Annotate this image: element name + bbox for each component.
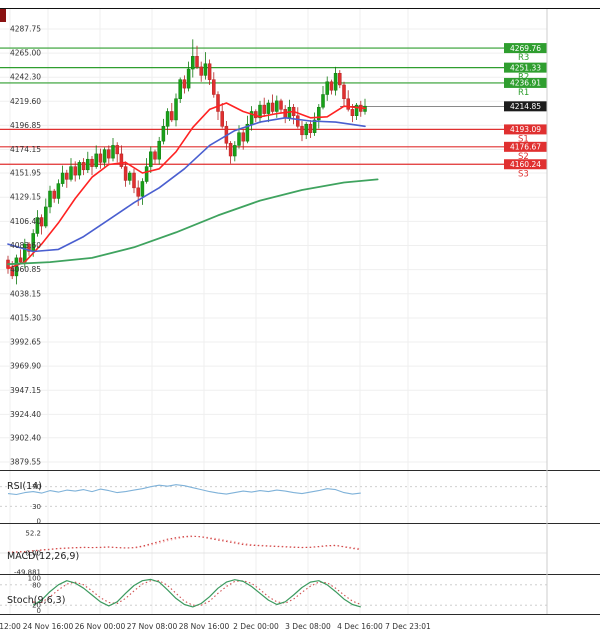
indicator-axis-label: 20 <box>32 602 41 610</box>
price-box <box>504 77 547 88</box>
indicator-axis-label: 80 <box>32 581 41 589</box>
macd-line <box>7 535 361 553</box>
price-box <box>504 62 547 73</box>
rsi-label: RSI(14) <box>7 481 42 492</box>
level-name: S1 <box>518 134 529 144</box>
y-axis-label: 4219.60 <box>10 97 41 106</box>
y-axis-label: 3902.40 <box>10 433 41 442</box>
time-label: 2 Dec 00:00 <box>233 622 279 631</box>
y-axis-label: 4174.15 <box>10 145 41 154</box>
stoch-d-line <box>33 580 362 606</box>
price-box-value: 4251.33 <box>510 63 541 72</box>
y-axis-label: 4083.60 <box>10 241 41 250</box>
indicator-axis-label: 52.2 <box>25 530 41 538</box>
y-axis-label: 4265.00 <box>10 49 41 58</box>
price-box <box>504 43 547 54</box>
stoch-k-line <box>32 578 361 608</box>
ma-fast <box>7 102 366 270</box>
price-box <box>504 141 547 152</box>
price-box <box>504 124 547 135</box>
level-name: S2 <box>518 152 529 162</box>
y-axis-label: 4129.15 <box>10 193 41 202</box>
y-axis-label: 4287.75 <box>10 25 41 34</box>
time-label: 24 Nov 16:00 <box>23 622 74 631</box>
price-box-value: 4160.24 <box>510 160 541 169</box>
top-left-accent <box>0 9 6 22</box>
time-label: 7 Dec 23:01 <box>385 622 431 631</box>
indicator-axis-label: -49.881 <box>14 569 41 577</box>
price-box-value: 4214.85 <box>510 102 541 111</box>
price-box-value: 4236.91 <box>510 79 541 88</box>
time-label: 27 Nov 08:00 <box>127 622 178 631</box>
y-axis-label: 3969.90 <box>10 362 41 371</box>
x-axis-labels: 12:00 24 Nov 16:00 26 Nov 00:00 27 Nov 08:0… <box>0 622 431 631</box>
macd-panel: 52.2 0.00 -49.881 <box>0 530 547 577</box>
ma-mid <box>7 117 366 253</box>
stoch-label: Stoch(9,6,3) <box>7 595 65 606</box>
y-axis-label: 4242.30 <box>10 73 41 82</box>
level-name: R2 <box>518 73 529 83</box>
time-label: 12:00 <box>0 622 21 631</box>
indicator-axis-label: 0 <box>37 518 41 526</box>
indicator-axis-label: 100 <box>28 575 41 583</box>
indicator-axis-label: 0.00 <box>25 550 41 558</box>
ma-slow <box>7 178 379 266</box>
time-label: 28 Nov 16:00 <box>179 622 230 631</box>
level-name: R1 <box>518 88 529 98</box>
y-axis-label: 4015.30 <box>10 314 41 323</box>
indicator-axis-label: 70 <box>32 483 41 491</box>
price-box-value: 4176.67 <box>510 143 541 152</box>
time-label: 26 Nov 00:00 <box>75 622 126 631</box>
time-label: 4 Dec 16:00 <box>337 622 383 631</box>
macd-label: MACD(12,26,9) <box>7 551 79 562</box>
y-axis-label: 4196.85 <box>10 121 41 130</box>
moving-average-lines <box>7 102 379 270</box>
level-name: S3 <box>518 169 529 179</box>
price-box-value: 4269.76 <box>510 44 541 53</box>
y-axis-label: 4151.95 <box>10 169 41 178</box>
indicator-axis-label: 30 <box>32 503 41 511</box>
price-box-value: 4193.09 <box>510 125 541 134</box>
level-lines <box>0 47 547 165</box>
time-label: 3 Dec 08:00 <box>285 622 331 631</box>
price-box <box>504 159 547 170</box>
frame <box>0 8 600 615</box>
y-axis-label: 3947.15 <box>10 386 41 395</box>
y-axis-label: 3924.40 <box>10 410 41 419</box>
price-box <box>504 101 547 112</box>
y-axis-label: 3879.55 <box>10 458 41 467</box>
y-axis-label: 4106.40 <box>10 217 41 226</box>
rsi-panel: 70 30 0 <box>0 483 547 526</box>
rsi-line <box>7 484 361 496</box>
level-name: R3 <box>518 53 529 63</box>
y-axis-label: 3992.65 <box>10 338 41 347</box>
indicator-axis-label: 0 <box>37 607 41 615</box>
y-axis-label: 4038.15 <box>10 289 41 298</box>
y-axis-labels: 4287.75 4265.00 4242.30 4219.60 4196.85 4174.… <box>10 25 41 467</box>
y-axis-label: 4060.85 <box>10 265 41 274</box>
